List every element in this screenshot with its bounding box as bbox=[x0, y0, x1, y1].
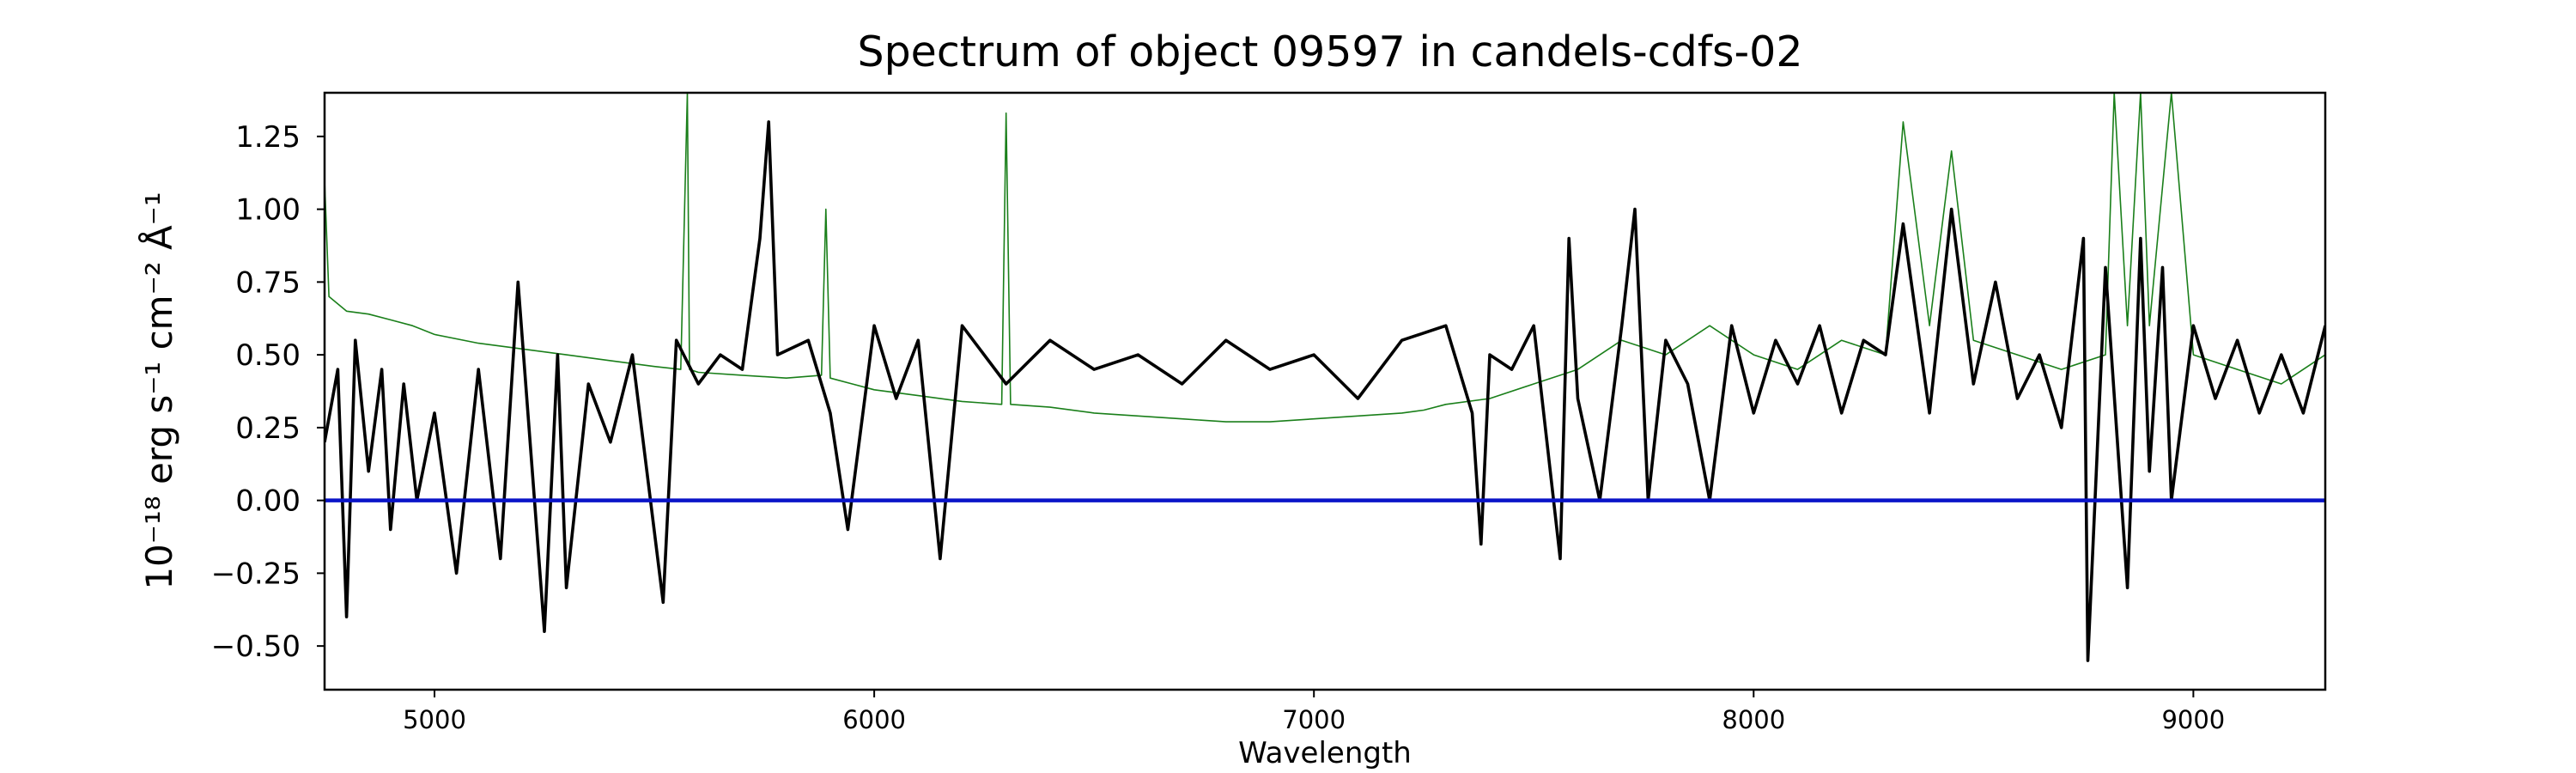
y-axis: −0.50 −0.25 0.00 0.25 0.50 0.75 1.00 1.25 bbox=[211, 120, 325, 664]
series-line-flux bbox=[325, 120, 2325, 662]
y-tick-label: 0.50 bbox=[235, 338, 301, 373]
y-tick-label: 0.00 bbox=[235, 484, 301, 519]
y-tick-label: 0.75 bbox=[235, 265, 301, 300]
plot-frame bbox=[323, 91, 2327, 691]
chart-title: Spectrum of object 09597 in candels-cdfs… bbox=[857, 27, 1802, 76]
x-tick-label: 5000 bbox=[403, 705, 466, 734]
y-axis-label: 10⁻¹⁸ erg s⁻¹ cm⁻² Å⁻¹ bbox=[137, 192, 180, 589]
x-tick-label: 9000 bbox=[2161, 705, 2225, 734]
y-tick-label: −0.25 bbox=[211, 557, 301, 591]
y-tick-label: −0.50 bbox=[211, 630, 301, 664]
x-tick-label: 7000 bbox=[1282, 705, 1346, 734]
x-tick-label: 6000 bbox=[842, 705, 906, 734]
x-tick-label: 8000 bbox=[1722, 705, 1785, 734]
series-layer bbox=[325, 93, 2325, 662]
x-axis: 5000 6000 7000 8000 9000 bbox=[403, 690, 2225, 734]
series-line-noise bbox=[325, 93, 2325, 423]
x-axis-label: Wavelength bbox=[1238, 736, 1412, 770]
y-tick-label: 0.25 bbox=[235, 411, 301, 446]
y-tick-label: 1.25 bbox=[235, 120, 301, 155]
y-tick-label: 1.00 bbox=[235, 193, 301, 228]
